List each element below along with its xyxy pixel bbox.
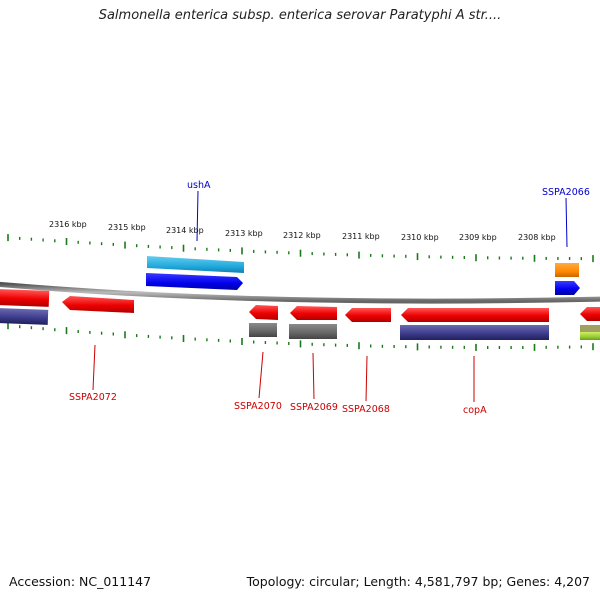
gene-copA-navy[interactable] xyxy=(400,325,549,340)
accession-text: Accession: NC_011147 xyxy=(9,574,152,589)
scale-label-2311: 2311 kbp xyxy=(342,232,380,241)
leader-SSPA2066 xyxy=(565,197,568,248)
scale-label-2315: 2315 kbp xyxy=(108,223,146,232)
scale-label-2313: 2313 kbp xyxy=(225,229,263,238)
label-SSPA2069[interactable]: SSPA2069 xyxy=(290,402,338,413)
label-SSPA2066[interactable]: SSPA2066 xyxy=(542,187,590,198)
leader-SSPA2068 xyxy=(365,355,368,402)
gene-SSPA2066-orange[interactable] xyxy=(555,263,579,277)
label-SSPA2070[interactable]: SSPA2070 xyxy=(234,401,282,412)
gene-left-red[interactable] xyxy=(0,289,50,307)
gene-right-lime[interactable] xyxy=(580,332,600,340)
label-SSPA2068[interactable]: SSPA2068 xyxy=(342,404,390,415)
scale-label-2310: 2310 kbp xyxy=(401,233,439,242)
label-ushA[interactable]: ushA xyxy=(187,180,211,191)
gene-SSPA2072[interactable] xyxy=(62,296,134,313)
gene-SSPA2070-gray[interactable] xyxy=(249,323,277,337)
label-SSPA2072[interactable]: SSPA2072 xyxy=(69,392,117,403)
gene-ushA-forward-cyan[interactable] xyxy=(147,256,244,273)
gene-SSPA2070[interactable] xyxy=(249,305,278,320)
inner-scale-ticks xyxy=(7,322,594,351)
scale-label-2309: 2309 kbp xyxy=(459,233,497,242)
gene-right-lime-top[interactable] xyxy=(580,325,600,332)
outer-scale-ticks xyxy=(7,234,594,263)
leader-SSPA2072 xyxy=(92,344,96,391)
gene-SSPA2069-gray[interactable] xyxy=(289,324,337,339)
gene-SSPA2069[interactable] xyxy=(290,306,337,320)
label-copA[interactable]: copA xyxy=(463,405,487,416)
leader-ushA xyxy=(196,190,199,242)
scale-label-2314: 2314 kbp xyxy=(166,226,204,235)
gene-right-red[interactable] xyxy=(580,307,600,321)
scale-labels: 2316 kbp 2315 kbp 2314 kbp 2313 kbp 2312… xyxy=(49,220,556,242)
leader-SSPA2070 xyxy=(258,351,264,399)
topology-summary: Topology: circular; Length: 4,581,797 bp… xyxy=(246,574,590,589)
leader-SSPA2069 xyxy=(312,352,315,400)
map-title: Salmonella enterica subsp. enterica sero… xyxy=(98,8,502,23)
gene-ushA-forward-blue[interactable] xyxy=(146,273,243,290)
scale-label-2312: 2312 kbp xyxy=(283,231,321,240)
scale-label-2316: 2316 kbp xyxy=(49,220,87,229)
gene-left-navy[interactable] xyxy=(0,308,49,325)
gene-copA[interactable] xyxy=(401,308,549,322)
genome-backbone xyxy=(0,281,600,304)
gene-SSPA2068[interactable] xyxy=(345,308,391,322)
scale-label-2308: 2308 kbp xyxy=(518,233,556,242)
gene-SSPA2066-blue[interactable] xyxy=(555,281,580,295)
